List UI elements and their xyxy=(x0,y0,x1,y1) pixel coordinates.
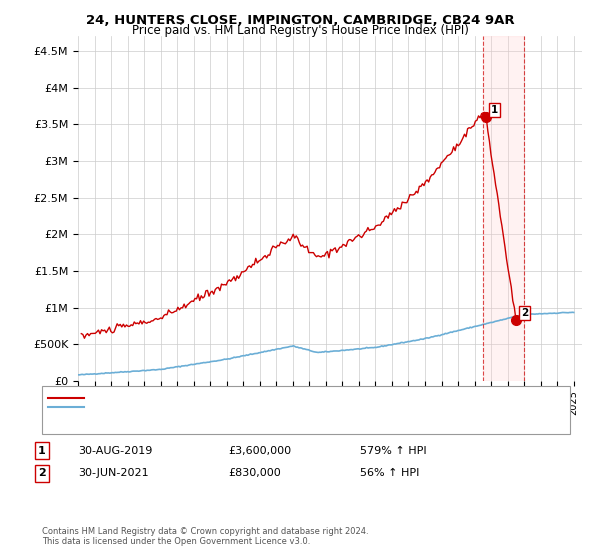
Text: £830,000: £830,000 xyxy=(228,468,281,478)
Text: 24, HUNTERS CLOSE, IMPINGTON, CAMBRIDGE, CB24 9AR: 24, HUNTERS CLOSE, IMPINGTON, CAMBRIDGE,… xyxy=(86,14,514,27)
Text: 579% ↑ HPI: 579% ↑ HPI xyxy=(360,446,427,456)
Text: Price paid vs. HM Land Registry's House Price Index (HPI): Price paid vs. HM Land Registry's House … xyxy=(131,24,469,36)
Text: 1: 1 xyxy=(38,446,46,456)
Text: Contains HM Land Registry data © Crown copyright and database right 2024.
This d: Contains HM Land Registry data © Crown c… xyxy=(42,526,368,546)
Text: 24, HUNTERS CLOSE, IMPINGTON, CAMBRIDGE, CB24 9AR (detached house): 24, HUNTERS CLOSE, IMPINGTON, CAMBRIDGE,… xyxy=(90,393,431,402)
Bar xyxy=(483,36,524,381)
Text: £3,600,000: £3,600,000 xyxy=(228,446,291,456)
Text: 30-AUG-2019: 30-AUG-2019 xyxy=(78,446,152,456)
Text: 2: 2 xyxy=(521,309,528,318)
Text: 30-JUN-2021: 30-JUN-2021 xyxy=(78,468,149,478)
Text: HPI: Average price, detached house, South Cambridgeshire: HPI: Average price, detached house, Sout… xyxy=(90,403,359,412)
Text: 56% ↑ HPI: 56% ↑ HPI xyxy=(360,468,419,478)
Text: 2: 2 xyxy=(38,468,46,478)
Text: 1: 1 xyxy=(491,105,498,115)
